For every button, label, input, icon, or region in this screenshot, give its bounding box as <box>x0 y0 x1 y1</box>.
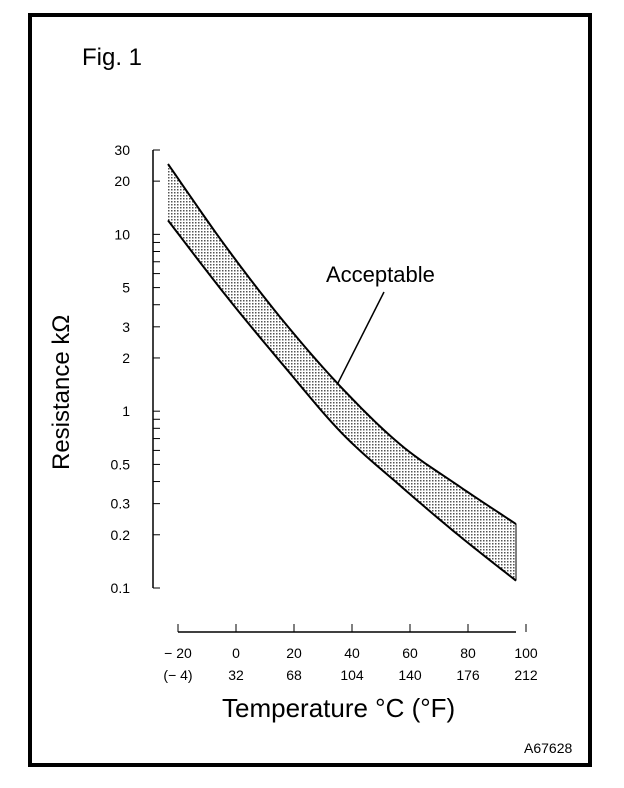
y-tick-label: 0.1 <box>111 580 131 596</box>
y-tick-label: 0.5 <box>111 456 131 472</box>
x-tick-label-c: 100 <box>514 645 538 661</box>
x-tick-label-f: 104 <box>340 667 364 683</box>
x-tick-label-c: 0 <box>232 645 240 661</box>
y-tick-label: 10 <box>114 226 130 242</box>
y-tick-label: 3 <box>122 319 130 335</box>
x-tick-label-c: − 20 <box>164 645 192 661</box>
y-tick-label: 0.3 <box>111 496 131 512</box>
x-tick-label-c: 40 <box>344 645 360 661</box>
lower-limit-line <box>167 219 517 582</box>
x-tick-label-f: 68 <box>286 667 302 683</box>
figure-id: A67628 <box>524 740 573 756</box>
x-tick-label-f: 32 <box>228 667 244 683</box>
acceptable-label: Acceptable <box>326 262 435 287</box>
y-tick-label: 0.2 <box>111 527 131 543</box>
upper-limit-line <box>167 163 517 525</box>
acceptable-leader-line <box>337 291 385 384</box>
y-tick-label: 1 <box>122 403 130 419</box>
y-tick-label: 5 <box>122 280 130 296</box>
y-tick-label: 30 <box>114 142 130 158</box>
y-axis-label: Resistance kΩ <box>48 314 75 470</box>
acceptable-band <box>168 164 516 581</box>
figure-frame <box>28 13 592 767</box>
figure-title: Fig. 1 <box>82 44 143 71</box>
y-tick-label: 2 <box>122 350 130 366</box>
x-tick-label-c: 80 <box>460 645 476 661</box>
x-axis-label: Temperature °C (°F) <box>222 693 456 723</box>
x-tick-label-c: 60 <box>402 645 418 661</box>
x-tick-label-c: 20 <box>286 645 302 661</box>
x-tick-label-f: 212 <box>514 667 538 683</box>
x-tick-label-f: 140 <box>398 667 422 683</box>
x-tick-label-f: (− 4) <box>163 667 192 683</box>
x-tick-label-f: 176 <box>456 667 480 683</box>
y-tick-label: 20 <box>114 173 130 189</box>
